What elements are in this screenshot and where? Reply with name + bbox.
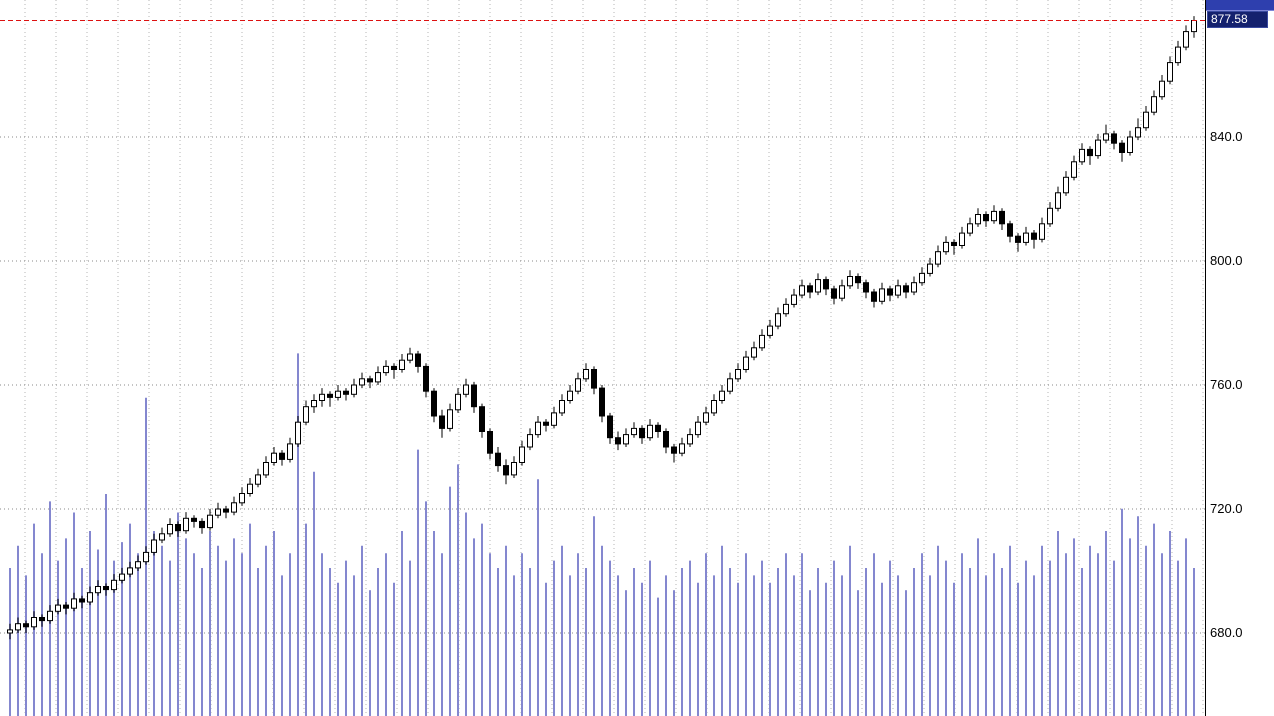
y-axis-tick-label: 760.0	[1210, 377, 1243, 392]
titlebar-fragment	[1206, 0, 1274, 11]
y-axis-tick-label: 680.0	[1210, 625, 1243, 640]
y-axis-tick-label: 720.0	[1210, 501, 1243, 516]
y-axis-tick-label: 840.0	[1210, 129, 1243, 144]
last-price-label: 877.58	[1207, 11, 1268, 28]
y-axis: 877.58 840.0 800.0 760.0 720.0 680.0	[1205, 0, 1274, 716]
y-axis-tick-label: 800.0	[1210, 253, 1243, 268]
price-chart-canvas[interactable]	[0, 0, 1205, 716]
